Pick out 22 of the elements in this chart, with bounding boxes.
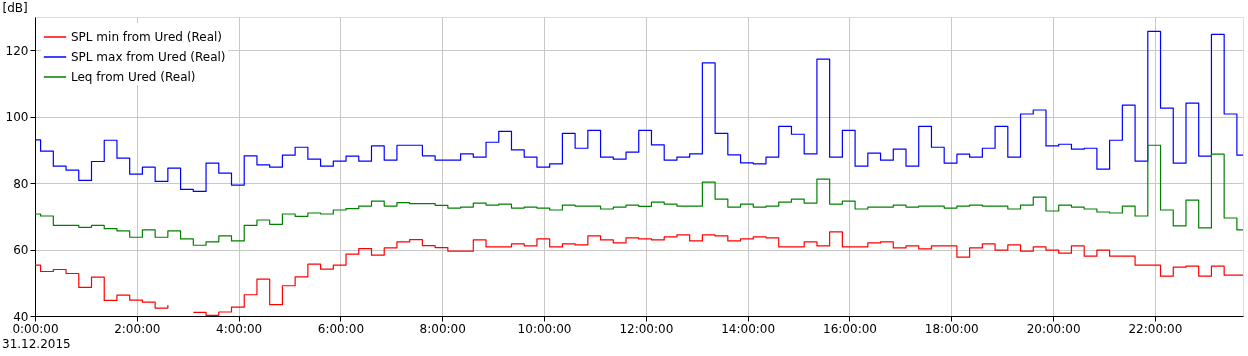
x-tick-label: 20:00:00 (1026, 321, 1081, 336)
x-tick-label: 4:00:00 (215, 321, 263, 336)
x-tick-label: 14:00:00 (721, 321, 776, 336)
y-tick-label: 40 (13, 309, 29, 324)
x-tick-label: 6:00:00 (317, 321, 365, 336)
legend-label: SPL max from Ured (Real) (71, 50, 226, 64)
y-tick-label: 80 (13, 176, 29, 191)
legend-label: Leq from Ured (Real) (71, 70, 196, 84)
text: 31.12.2015 (2, 337, 71, 351)
y-tick-label: 60 (13, 243, 29, 258)
y-tick-label: 100 (5, 110, 29, 125)
x-tick-label: 18:00:00 (924, 321, 979, 336)
x-tick-label: 22:00:00 (1128, 321, 1183, 336)
x-tick-label: 12:00:00 (619, 321, 674, 336)
x-tick-label: 10:00:00 (517, 321, 572, 336)
x-tick-label: 16:00:00 (823, 321, 877, 336)
legend-label: SPL min from Ured (Real) (71, 30, 223, 44)
y-tick-label: 120 (5, 43, 29, 58)
x-tick-label: 2:00:00 (114, 321, 161, 336)
x-tick-label: 0:00:00 (12, 321, 59, 336)
x-tick-label: 8:00:00 (419, 321, 466, 336)
y-axis-title: [dB] (2, 0, 28, 15)
